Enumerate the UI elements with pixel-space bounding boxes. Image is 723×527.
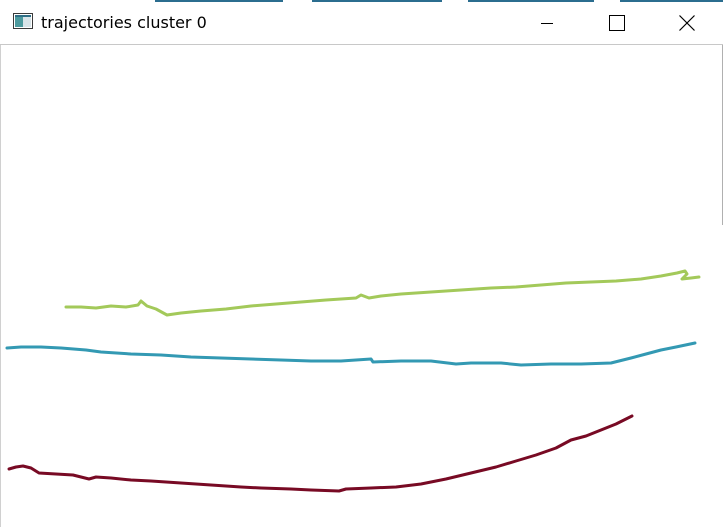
maximize-icon	[609, 14, 625, 31]
title-bar[interactable]: trajectories cluster 0	[0, 0, 723, 45]
trajectory-canvas	[0, 45, 723, 527]
trajectory-plot	[5, 269, 701, 493]
window-title: trajectories cluster 0	[41, 13, 207, 32]
minimize-icon	[541, 22, 553, 24]
trajectory-green	[64, 269, 701, 317]
maximize-button[interactable]	[582, 0, 652, 45]
close-button[interactable]	[652, 0, 722, 45]
minimize-button[interactable]	[512, 0, 582, 45]
taskbar-strip	[0, 0, 723, 2]
trajectory-dark-red	[7, 414, 634, 493]
app-window-icon	[13, 13, 33, 29]
close-icon	[679, 14, 695, 31]
trajectory-blue	[5, 341, 697, 367]
